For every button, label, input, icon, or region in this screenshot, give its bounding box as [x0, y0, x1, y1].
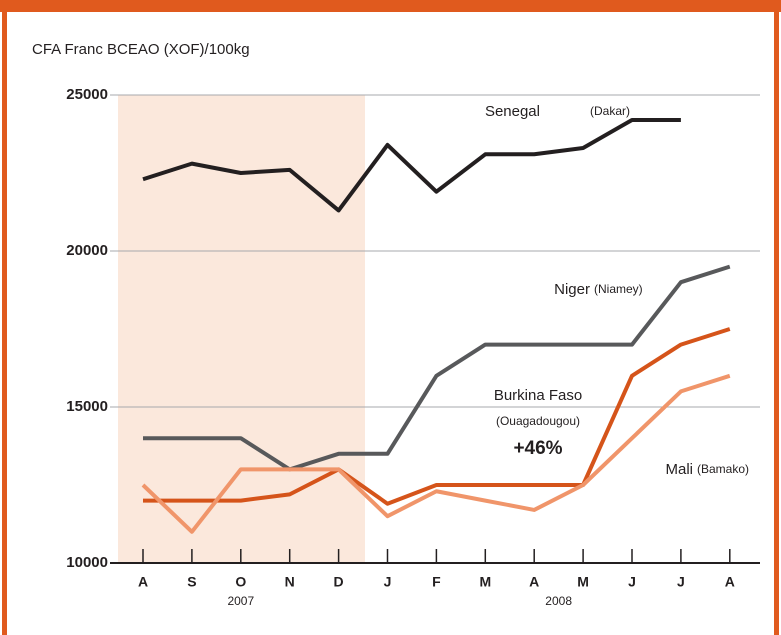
series-location: (Dakar) — [590, 104, 630, 118]
x-tick-label: M — [479, 574, 491, 590]
x-tick-label: M — [577, 574, 589, 590]
highlight-band — [118, 95, 365, 563]
series-location: (Bamako) — [697, 462, 749, 476]
y-tick-label: 25000 — [66, 86, 108, 103]
y-axis-label: CFA Franc BCEAO (XOF)/100kg — [32, 41, 250, 58]
y-tick-label: 20000 — [66, 242, 108, 259]
series-location: (Ouagadougou) — [496, 414, 580, 428]
frame-left — [2, 0, 7, 635]
series-label: Niger — [554, 281, 590, 298]
x-tick-label: J — [677, 574, 685, 590]
x-tick-label: A — [138, 574, 148, 590]
series-label: Mali — [665, 461, 693, 478]
x-tick-label: O — [235, 574, 246, 590]
series-label: Burkina Faso — [494, 387, 582, 404]
x-tick-label: A — [725, 574, 735, 590]
series-location: (Niamey) — [594, 282, 643, 296]
y-tick-label: 10000 — [66, 554, 108, 571]
series-line — [143, 264, 731, 472]
frame-right — [774, 0, 779, 635]
x-tick-label: A — [529, 574, 539, 590]
annotation: +46% — [513, 438, 562, 459]
x-tick-label: F — [432, 574, 441, 590]
x-tick-label: J — [384, 574, 392, 590]
year-label: 2008 — [545, 594, 572, 608]
frame-top — [0, 0, 781, 12]
year-label: 2007 — [227, 594, 254, 608]
x-tick-label: N — [285, 574, 295, 590]
x-tick-label: D — [334, 574, 344, 590]
y-tick-label: 15000 — [66, 398, 108, 415]
series-line — [143, 327, 731, 506]
series-line — [141, 373, 731, 534]
x-tick-label: J — [628, 574, 636, 590]
series-label: Senegal — [485, 103, 540, 120]
series-line — [142, 117, 681, 213]
x-tick-label: S — [187, 574, 196, 590]
